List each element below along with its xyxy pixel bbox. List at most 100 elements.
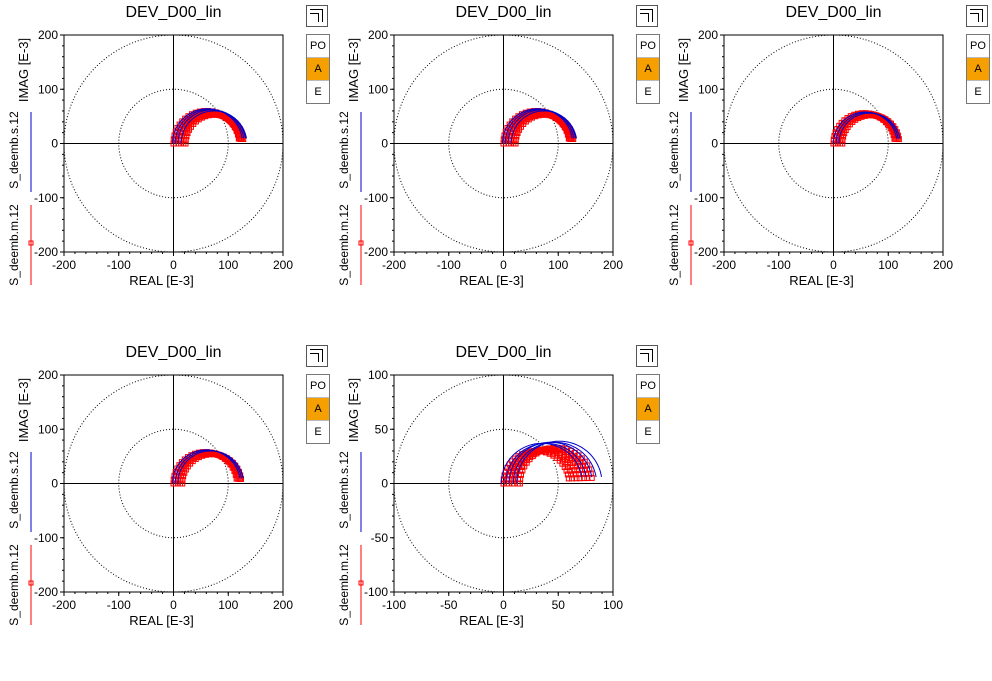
legend-red-marker [358, 580, 364, 586]
measured-point [205, 112, 212, 119]
simulated-trace [501, 108, 573, 144]
resize-corner-icon[interactable] [306, 345, 328, 367]
chart-title: DEV_D00_lin [785, 4, 882, 21]
mode-buttons: PO A E [966, 34, 990, 104]
x-axis-label: REAL [E-3] [789, 273, 854, 288]
measured-point [564, 464, 571, 471]
y-tick-label: 0 [711, 137, 718, 151]
y-tick-label: -100 [694, 191, 718, 205]
measured-point [586, 466, 593, 473]
smith-panel: DEV_D00_lin -200 -100 0 100 200 200 100 0 -100 -20… [330, 0, 660, 330]
measured-point [199, 452, 206, 459]
x-tick-label: -100 [382, 598, 406, 612]
measured-point [532, 113, 539, 120]
a-button[interactable]: A [967, 57, 989, 80]
measured-point [839, 140, 846, 147]
measured-point [569, 475, 576, 482]
polar-plot: -100 -50 0 50 100 100 50 0 -50 -100 REAL [E-3] IMAG… [337, 368, 623, 628]
y-tick-label: 0 [381, 477, 388, 491]
simulated-trace [835, 112, 899, 144]
x-axis-label: REAL [E-3] [129, 273, 194, 288]
x-tick-label: 200 [273, 598, 293, 612]
simulated-trace [507, 109, 576, 144]
measured-point [216, 112, 223, 119]
e-button[interactable]: E [307, 420, 329, 443]
x-axis-label: REAL [E-3] [459, 613, 524, 628]
legend-red-marker [688, 240, 694, 246]
x-tick-label: -100 [437, 258, 461, 272]
measured-point [539, 111, 546, 118]
x-tick-label: 200 [933, 258, 953, 272]
chart-title: DEV_D00_lin [125, 4, 222, 21]
po-button[interactable]: PO [640, 40, 656, 52]
po-button[interactable]: PO [310, 380, 326, 392]
y-axis-label: IMAG [E-3] [346, 378, 361, 442]
measured-point [209, 111, 216, 118]
resize-corner-icon[interactable] [636, 345, 658, 367]
a-button[interactable]: A [637, 397, 659, 420]
y-tick-label: 100 [368, 82, 388, 96]
x-tick-label: -200 [712, 258, 736, 272]
measured-point [580, 462, 587, 469]
po-button[interactable]: PO [310, 40, 326, 52]
e-button[interactable]: E [637, 80, 659, 103]
x-tick-label: -100 [767, 258, 791, 272]
e-button[interactable]: E [637, 420, 659, 443]
y-tick-label: 200 [38, 28, 58, 42]
a-button[interactable]: A [307, 397, 329, 420]
polar-plot: -200 -100 0 100 200 200 100 0 -100 -200 REAL [E-3]… [337, 28, 623, 288]
legend-red-label: S_deemb.m.12 [337, 544, 351, 626]
measured-point [516, 126, 523, 133]
x-tick-label: -100 [107, 598, 131, 612]
legend-blue-label: S_deemb.s.12 [7, 111, 21, 189]
measured-point [564, 471, 571, 478]
simulated-trace [177, 450, 244, 484]
x-tick-label: 100 [218, 598, 238, 612]
y-tick-label: -100 [34, 191, 58, 205]
measured-point [183, 133, 190, 140]
y-axis-label: IMAG [E-3] [346, 38, 361, 102]
measured-point [513, 133, 520, 140]
x-tick-label: -200 [382, 258, 406, 272]
measured-point [210, 451, 217, 458]
measured-point [572, 471, 579, 478]
y-tick-label: 0 [51, 137, 58, 151]
plot-controls: PO A E [306, 5, 330, 104]
y-tick-label: -200 [34, 245, 58, 259]
y-tick-label: 200 [368, 28, 388, 42]
x-tick-label: -200 [52, 258, 76, 272]
corner-line [970, 9, 983, 22]
corner-line [640, 353, 649, 362]
po-button[interactable]: PO [640, 380, 656, 392]
measured-point [179, 476, 186, 483]
a-button[interactable]: A [637, 57, 659, 80]
mode-buttons: PO A E [306, 34, 330, 104]
x-tick-label: -100 [107, 258, 131, 272]
resize-corner-icon[interactable] [636, 5, 658, 27]
chart-title: DEV_D00_lin [125, 344, 222, 361]
measured-point [513, 467, 520, 474]
plot-controls: PO A E [636, 5, 660, 104]
corner-line [640, 13, 649, 22]
measured-point [198, 114, 205, 121]
po-button[interactable]: PO [970, 40, 986, 52]
measured-point [181, 469, 188, 476]
resize-corner-icon[interactable] [966, 5, 988, 27]
legend-blue-label: S_deemb.s.12 [7, 451, 21, 529]
x-tick-label: 0 [830, 258, 837, 272]
e-button[interactable]: E [967, 80, 989, 103]
y-tick-label: 200 [698, 28, 718, 42]
x-tick-label: 50 [552, 598, 566, 612]
measured-point [514, 130, 521, 137]
measured-point [546, 112, 553, 119]
measured-point [571, 467, 578, 474]
a-button[interactable]: A [307, 57, 329, 80]
resize-corner-icon[interactable] [306, 5, 328, 27]
mode-buttons: PO A E [636, 374, 660, 444]
measured-point [213, 451, 220, 458]
e-button[interactable]: E [307, 80, 329, 103]
measured-point [841, 130, 848, 137]
measured-point [525, 116, 532, 123]
measured-point [563, 467, 570, 474]
legend-blue-label: S_deemb.s.12 [337, 451, 351, 529]
